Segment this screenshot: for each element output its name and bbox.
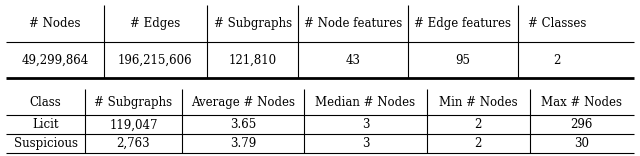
Text: 296: 296: [571, 118, 593, 131]
Text: 119,047: 119,047: [109, 118, 157, 131]
Text: # Edge features: # Edge features: [414, 17, 511, 30]
Text: Average # Nodes: Average # Nodes: [191, 96, 295, 109]
Text: Class: Class: [29, 96, 61, 109]
Text: # Subgraphs: # Subgraphs: [214, 17, 292, 30]
Text: Max # Nodes: Max # Nodes: [541, 96, 622, 109]
Text: Licit: Licit: [33, 118, 59, 131]
Text: 49,299,864: 49,299,864: [21, 54, 88, 67]
Text: Suspicious: Suspicious: [13, 137, 77, 150]
Text: 3.65: 3.65: [230, 118, 256, 131]
Text: 30: 30: [574, 137, 589, 150]
Text: # Classes: # Classes: [527, 17, 586, 30]
Text: 2: 2: [553, 54, 561, 67]
Text: 2: 2: [475, 118, 482, 131]
Text: 2,763: 2,763: [116, 137, 150, 150]
Text: 43: 43: [346, 54, 360, 67]
Text: 121,810: 121,810: [228, 54, 276, 67]
Text: # Nodes: # Nodes: [29, 17, 81, 30]
Text: # Edges: # Edges: [130, 17, 180, 30]
Text: Median # Nodes: Median # Nodes: [316, 96, 415, 109]
Text: # Subgraphs: # Subgraphs: [94, 96, 172, 109]
Text: 3: 3: [362, 137, 369, 150]
Text: 3.79: 3.79: [230, 137, 256, 150]
Text: Min # Nodes: Min # Nodes: [439, 96, 518, 109]
Text: 3: 3: [362, 118, 369, 131]
Text: 2: 2: [475, 137, 482, 150]
Text: 95: 95: [455, 54, 470, 67]
Text: # Node features: # Node features: [304, 17, 402, 30]
Text: 196,215,606: 196,215,606: [118, 54, 193, 67]
